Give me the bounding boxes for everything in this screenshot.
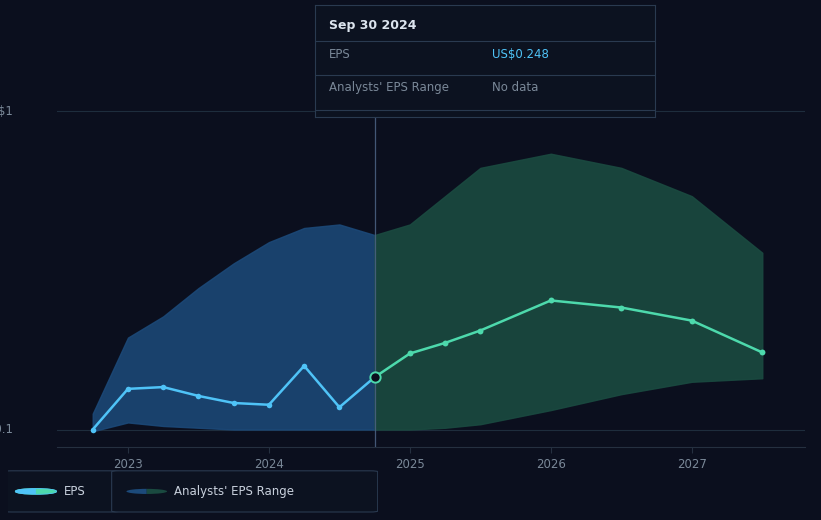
Text: Sep 30 2024: Sep 30 2024	[329, 19, 416, 32]
Point	[474, 327, 487, 335]
Point	[297, 362, 310, 370]
Text: Actual: Actual	[330, 73, 367, 86]
Text: Analysts' EPS Range: Analysts' EPS Range	[175, 485, 295, 498]
Point	[438, 339, 452, 347]
Wedge shape	[36, 489, 57, 494]
Point	[755, 348, 768, 357]
Text: US$1: US$1	[0, 105, 12, 118]
Point	[227, 399, 241, 407]
Wedge shape	[16, 489, 36, 494]
Point	[157, 383, 170, 391]
Point	[403, 349, 416, 358]
Point	[86, 425, 99, 434]
FancyBboxPatch shape	[4, 471, 119, 512]
Point	[368, 373, 381, 381]
Wedge shape	[126, 489, 147, 494]
Circle shape	[16, 489, 56, 494]
Wedge shape	[147, 489, 167, 494]
Text: EPS: EPS	[329, 48, 351, 61]
FancyBboxPatch shape	[112, 471, 378, 512]
Text: Analysts' EPS Range: Analysts' EPS Range	[329, 81, 449, 94]
Point	[686, 317, 699, 325]
Text: EPS: EPS	[64, 485, 85, 498]
Point	[544, 296, 557, 305]
Text: Analysts Forecasts: Analysts Forecasts	[382, 73, 492, 86]
Point	[192, 392, 205, 400]
Point	[122, 385, 135, 393]
Text: US$0.1: US$0.1	[0, 423, 12, 436]
Point	[368, 373, 381, 381]
Point	[368, 373, 381, 381]
Point	[263, 400, 276, 409]
Text: No data: No data	[492, 81, 539, 94]
Point	[333, 403, 346, 411]
Text: US$0.248: US$0.248	[492, 48, 549, 61]
Point	[615, 303, 628, 311]
Circle shape	[16, 489, 56, 494]
